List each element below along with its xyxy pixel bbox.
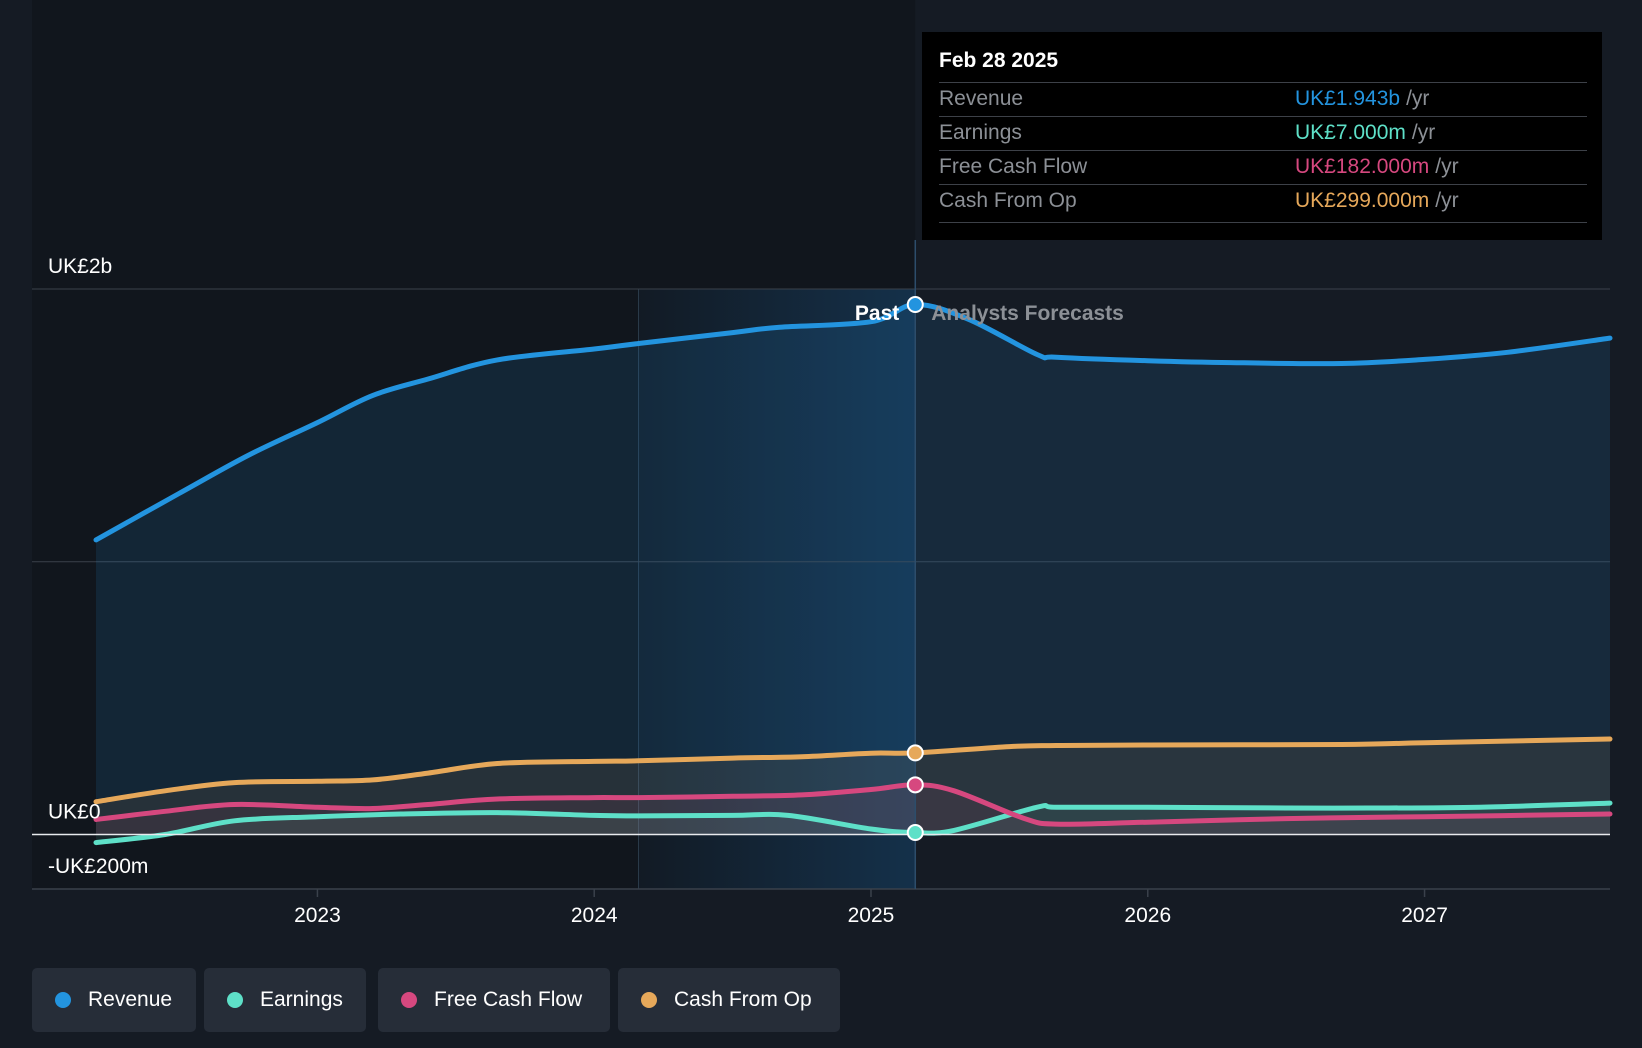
legend-label-earnings: Earnings <box>260 988 343 1011</box>
tooltip-revenue-unit: /yr <box>1406 87 1430 110</box>
tooltip-cfo-unit: /yr <box>1435 189 1459 212</box>
earnings-marker <box>906 824 924 842</box>
legend-item-free-cash-flow[interactable]: Free Cash Flow <box>378 968 610 1032</box>
legend-dot-earnings <box>227 992 243 1008</box>
y-axis-label--200: -UK£200m <box>48 855 148 878</box>
past-label: Past <box>855 302 899 325</box>
x-tick-label-2025: 2025 <box>848 904 895 927</box>
tooltip-earnings-value-wrap: UK£7.000m/yr <box>1295 117 1435 149</box>
legend-label-revenue: Revenue <box>88 988 173 1011</box>
tooltip-fcf-value-wrap: UK£182.000m/yr <box>1295 151 1459 183</box>
legend-label-cash-from-op: Cash From Op <box>674 988 812 1011</box>
cash_from_op-marker <box>906 744 924 762</box>
free_cash_flow-line <box>93 782 1613 827</box>
tooltip-earnings-value: UK£7.000m <box>1295 121 1406 144</box>
tooltip-fcf-value: UK£182.000m <box>1295 155 1430 178</box>
x-tick-label-2026: 2026 <box>1124 904 1171 927</box>
x-tick-label-2024: 2024 <box>571 904 618 927</box>
tooltip-earnings-unit: /yr <box>1411 121 1436 144</box>
tooltip-earnings-label: Earnings <box>939 121 1022 144</box>
forecast-label: Analysts Forecasts <box>931 302 1124 325</box>
tooltip-cfo-label: Cash From Op <box>939 189 1077 212</box>
tooltip-cfo-value-wrap: UK£299.000m/yr <box>1295 185 1459 217</box>
tooltip-panel: Feb 28 2025 Revenue UK£1.943b/yr Earning… <box>922 32 1602 240</box>
tooltip-divider <box>939 222 1587 223</box>
cash_from_op-line <box>93 736 1613 805</box>
tooltip-cfo-value: UK£299.000m <box>1295 189 1430 212</box>
revenue-marker <box>906 296 924 314</box>
tooltip-date: Feb 28 2025 <box>939 49 1059 72</box>
legend-label-free-cash-flow: Free Cash Flow <box>434 988 583 1011</box>
y-axis-label-2000: UK£2b <box>48 255 112 278</box>
legend-item-revenue[interactable]: Revenue <box>32 968 196 1032</box>
tooltip-revenue-value: UK£1.943b <box>1295 87 1401 110</box>
free_cash_flow-marker <box>906 776 924 794</box>
tooltip-fcf-unit: /yr <box>1435 155 1459 178</box>
tooltip-row-free-cash-flow: Free Cash Flow UK£182.000m/yr <box>939 150 1587 185</box>
revenue-line <box>93 301 1613 543</box>
legend-dot-cash-from-op <box>641 992 657 1008</box>
legend-dot-revenue <box>55 992 71 1008</box>
tooltip-row-earnings: Earnings UK£7.000m/yr <box>939 116 1587 151</box>
tooltip-row-cash-from-op: Cash From Op UK£299.000m/yr <box>939 184 1587 219</box>
revenue-area <box>96 304 1610 835</box>
tooltip-fcf-label: Free Cash Flow <box>939 155 1088 178</box>
tooltip-revenue-value-wrap: UK£1.943b/yr <box>1295 83 1429 115</box>
legend-dot-free-cash-flow <box>401 992 417 1008</box>
earnings-line <box>93 800 1613 846</box>
x-tick-label-2027: 2027 <box>1401 904 1448 927</box>
legend-item-cash-from-op[interactable]: Cash From Op <box>618 968 840 1032</box>
tooltip-row-revenue: Revenue UK£1.943b/yr <box>939 82 1587 117</box>
x-tick-label-2023: 2023 <box>294 904 341 927</box>
y-axis-label-0: UK£0 <box>48 800 101 823</box>
tooltip-revenue-label: Revenue <box>939 87 1024 110</box>
legend-item-earnings[interactable]: Earnings <box>204 968 366 1032</box>
